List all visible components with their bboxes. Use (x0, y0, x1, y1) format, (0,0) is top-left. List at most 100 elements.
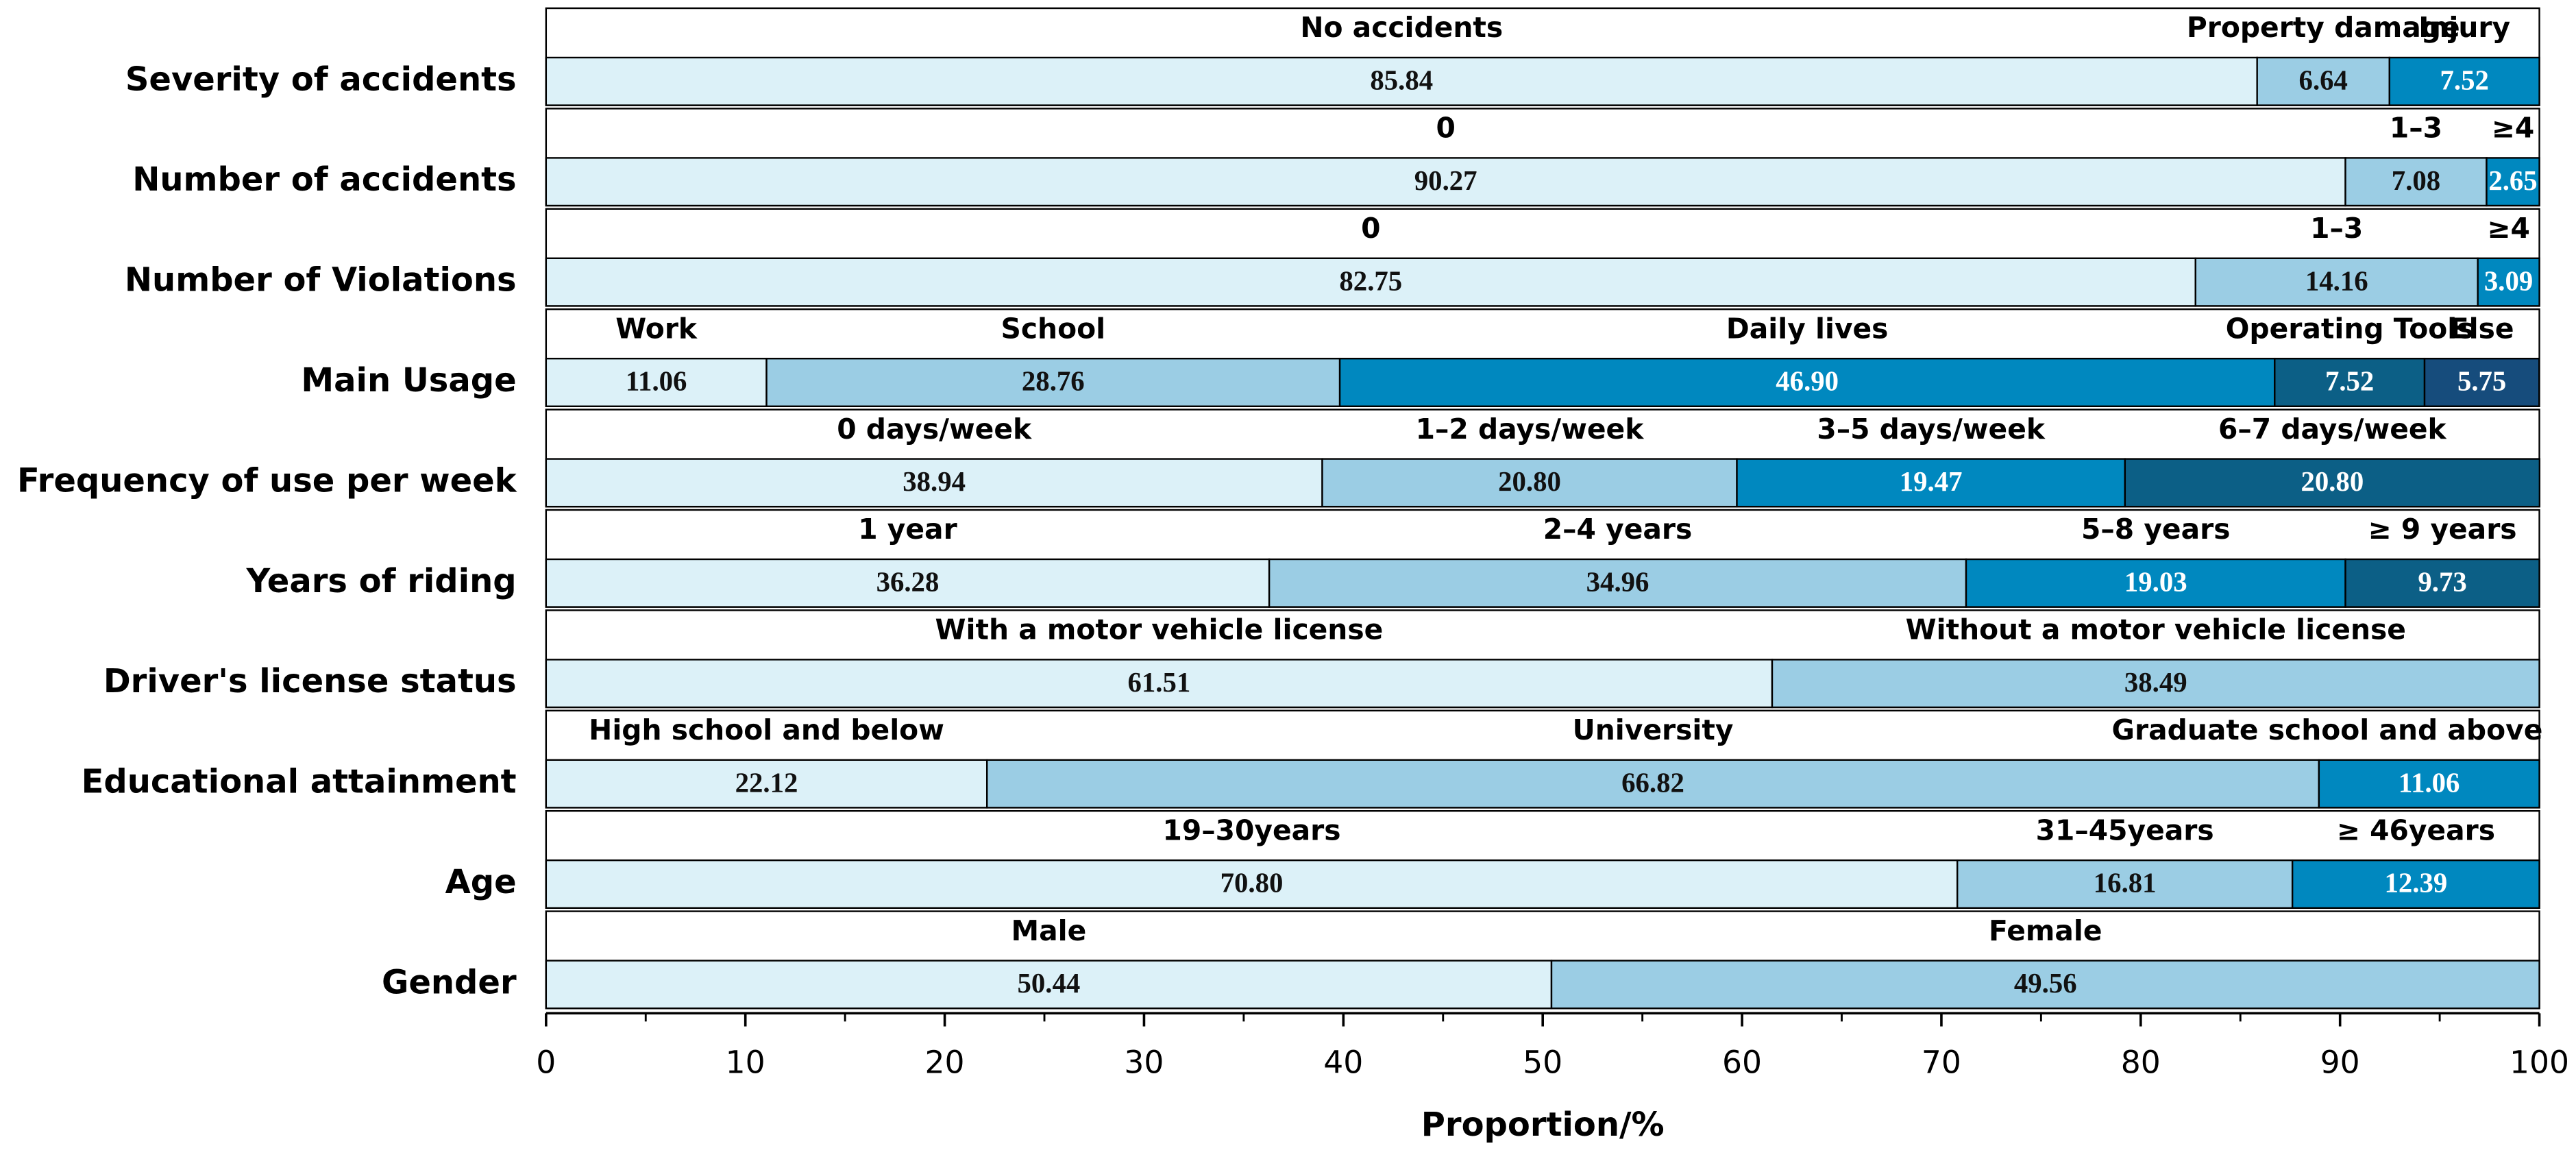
category-label: Graduate school and above (2112, 713, 2543, 746)
x-tick-label: 10 (726, 1044, 765, 1080)
row-label: Main Usage (301, 361, 516, 400)
value-label: 20.80 (1498, 466, 1561, 497)
category-label: 1–3 (2390, 112, 2442, 145)
bar-segment (2423, 357, 2540, 407)
value-label: 70.80 (1220, 868, 1284, 899)
value-label: 7.52 (2325, 366, 2374, 397)
bar-segment (1965, 558, 2346, 608)
x-tick-label: 50 (1523, 1044, 1562, 1080)
category-label: 6–7 days/week (2218, 413, 2447, 446)
category-label: University (1573, 713, 1734, 746)
value-label: 16.81 (2094, 868, 2157, 899)
value-label: 5.75 (2457, 366, 2506, 397)
bar-segment (2318, 759, 2540, 809)
bar-segment (2274, 357, 2426, 407)
bar-segment (545, 56, 2258, 106)
category-label: 3–5 days/week (1817, 413, 2046, 446)
category-label: Property damage (2187, 11, 2460, 44)
value-label: 66.82 (1621, 767, 1684, 798)
category-label: 31–45years (2036, 814, 2214, 846)
category-label: Injury (2418, 11, 2510, 44)
value-label: 7.52 (2440, 65, 2489, 96)
bar-segment (545, 859, 1959, 909)
value-label: 12.39 (2384, 868, 2447, 899)
x-tick-label: 60 (1722, 1044, 1762, 1080)
bar-segment (2291, 859, 2540, 909)
category-label: 5–8 years (2081, 513, 2231, 546)
value-label: 19.03 (2124, 567, 2187, 598)
value-label: 49.56 (2014, 968, 2077, 999)
category-label: Work (615, 312, 698, 345)
bar-segment (545, 257, 2197, 307)
row-label: Number of accidents (132, 160, 516, 199)
value-label: 61.51 (1128, 667, 1191, 698)
value-label: 19.47 (1900, 466, 1963, 497)
category-label: Daily lives (1726, 312, 1889, 345)
x-tick-label: 70 (1922, 1044, 1961, 1080)
row-label: Educational attainment (82, 763, 517, 801)
row-label: Frequency of use per week (17, 461, 517, 500)
value-label: 36.28 (876, 567, 940, 598)
bar-segment (2194, 257, 2479, 307)
bar-segment (545, 659, 1774, 709)
value-label: 7.08 (2392, 165, 2440, 196)
category-label: 2–4 years (1543, 513, 1693, 546)
category-label: 1–3 (2310, 212, 2363, 245)
bar-segment (2477, 257, 2540, 307)
category-label: Else (2450, 312, 2514, 345)
bar-segment (2344, 558, 2540, 608)
value-label: 22.12 (735, 767, 798, 798)
value-label: 9.73 (2418, 567, 2466, 598)
value-label: 85.84 (1370, 65, 1433, 96)
row-label: Age (445, 863, 517, 901)
row-label: Severity of accidents (125, 60, 517, 99)
category-label: 1–2 days/week (1416, 413, 1645, 446)
category-label: ≥4 (2487, 212, 2530, 245)
row-label: Gender (382, 963, 517, 1001)
category-label: High school and below (589, 713, 944, 746)
category-label: No accidents (1300, 11, 1503, 44)
category-label: ≥ 9 years (2368, 513, 2517, 546)
category-label: Without a motor vehicle license (1906, 613, 2406, 646)
value-label: 2.65 (2488, 165, 2537, 196)
category-label: With a motor vehicle license (935, 613, 1384, 646)
value-label: 11.06 (626, 366, 687, 397)
bar-segment (1956, 859, 2294, 909)
x-tick-label: 80 (2121, 1044, 2161, 1080)
bar-segment (2256, 56, 2391, 106)
value-label: 20.80 (2301, 466, 2364, 497)
category-label: 0 (1361, 212, 1380, 245)
row-label: Number of Violations (125, 261, 517, 300)
value-label: 38.94 (903, 466, 966, 497)
bar-segment (545, 960, 1553, 1010)
bar-segment (1550, 960, 2540, 1010)
category-label: ≥4 (2492, 112, 2535, 145)
bar-segment (545, 157, 2346, 207)
category-label: ≥ 46years (2337, 814, 2495, 846)
bar-segment (2388, 56, 2540, 106)
category-label: 0 (1436, 112, 1455, 145)
x-axis-label: Proportion/% (1421, 1106, 1665, 1144)
bar-segment (545, 357, 768, 407)
bar-segment (2486, 157, 2540, 207)
bar-segment (1321, 458, 1738, 508)
value-label: 28.76 (1022, 366, 1085, 397)
row-label: Years of riding (245, 562, 516, 600)
bar-segment (2344, 157, 2488, 207)
category-label: 19–30years (1162, 814, 1340, 846)
value-label: 50.44 (1018, 968, 1081, 999)
value-label: 34.96 (1586, 567, 1649, 598)
value-label: 46.90 (1776, 366, 1839, 397)
category-label: 0 days/week (837, 413, 1032, 446)
value-label: 3.09 (2484, 265, 2533, 296)
category-label: Female (1989, 914, 2102, 947)
x-tick-label: 30 (1124, 1044, 1164, 1080)
x-tick-label: 90 (2320, 1044, 2360, 1080)
x-tick-label: 0 (536, 1044, 556, 1080)
value-label: 6.64 (2299, 65, 2348, 96)
x-tick-label: 20 (925, 1044, 965, 1080)
category-label: 1 year (858, 513, 957, 546)
category-label: Male (1011, 914, 1087, 947)
category-label: School (1001, 312, 1106, 345)
